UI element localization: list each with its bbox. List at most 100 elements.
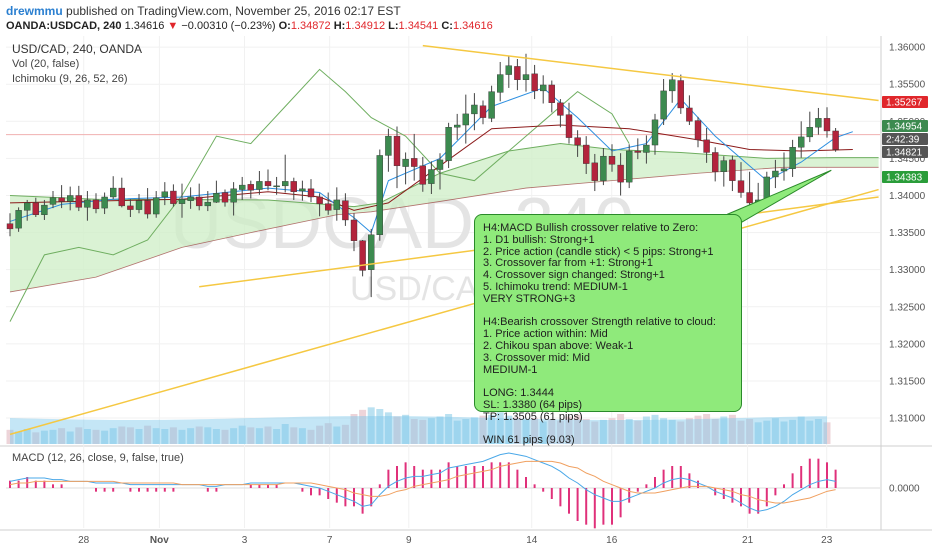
- candle-body: [557, 102, 564, 116]
- candle-body: [187, 196, 194, 201]
- candle-body: [247, 184, 255, 191]
- candle-body: [109, 187, 117, 198]
- candle-body: [832, 130, 839, 150]
- y-tick-label: 1.36000: [889, 43, 926, 54]
- volume-bar: [187, 428, 195, 444]
- y-tick-label: 1.35500: [889, 80, 926, 91]
- candle-body: [24, 202, 31, 211]
- volume-bar: [591, 421, 599, 444]
- volume-bar: [470, 417, 478, 444]
- volume-bar: [6, 429, 14, 444]
- volume-bar: [703, 414, 711, 444]
- open-value: 1.34872: [290, 20, 331, 32]
- legend-volume[interactable]: Vol (20, false): [12, 58, 80, 70]
- volume-bar: [298, 428, 306, 444]
- y-tick-label: 1.32500: [889, 302, 926, 313]
- author-link[interactable]: drewmmu: [6, 4, 63, 18]
- candle-body: [333, 199, 340, 210]
- volume-bar: [505, 415, 513, 444]
- volume-bar: [462, 419, 470, 444]
- analysis-note[interactable]: H4:MACD Bullish crossover relative to Ze…: [474, 214, 742, 446]
- candle-body: [49, 197, 57, 205]
- volume-bar: [376, 409, 384, 444]
- volume-bar: [556, 420, 564, 444]
- candle-body: [359, 240, 366, 271]
- candle-body: [712, 152, 719, 172]
- candle-body: [264, 181, 272, 187]
- symbol-label: OANDA:USDCAD, 240: [6, 20, 122, 32]
- candle-body: [15, 210, 22, 229]
- candle-body: [583, 144, 590, 164]
- volume-bar: [212, 429, 220, 444]
- volume-bar: [419, 419, 427, 444]
- volume-bar: [281, 424, 289, 444]
- indicator-legend: USD/CAD, 240, OANDA Vol (20, false) Ichi…: [12, 42, 142, 87]
- candle-body: [273, 185, 280, 188]
- candle-body: [806, 127, 813, 138]
- volume-bar: [651, 414, 659, 444]
- x-tick-label: 3: [242, 535, 248, 546]
- candle-body: [368, 234, 375, 270]
- volume-bar: [126, 427, 134, 444]
- price-change: −0.00310 (−0.23%): [181, 20, 276, 32]
- note-line: 1. Price action within: Mid: [483, 328, 608, 341]
- note-line: LONG: 1.3444: [483, 387, 554, 400]
- candle-body: [445, 127, 452, 161]
- candle-body: [170, 190, 177, 204]
- legend-symbol[interactable]: USD/CAD, 240, OANDA: [12, 42, 143, 56]
- volume-bar: [316, 425, 324, 444]
- candle-body: [428, 169, 435, 184]
- candle-body: [6, 223, 14, 230]
- volume-bar: [402, 414, 410, 444]
- low-label: L:: [388, 20, 399, 32]
- candle-body: [694, 120, 702, 141]
- y-tick-label: 1.34000: [889, 191, 926, 202]
- volume-bar: [49, 429, 57, 444]
- close-value: 1.34616: [452, 20, 493, 32]
- volume-bar: [58, 428, 66, 444]
- candle-body: [780, 168, 788, 172]
- candle-body: [497, 74, 504, 93]
- volume-bar: [247, 427, 255, 444]
- volume-bar: [582, 419, 590, 444]
- y-tick-label: 1.31500: [889, 376, 926, 387]
- volume-bar: [642, 416, 650, 444]
- volume-bar: [565, 416, 573, 444]
- candle-body: [316, 196, 323, 204]
- volume-bar: [367, 407, 375, 444]
- legend-ichimoku[interactable]: Ichimoku (9, 26, 52, 26): [12, 73, 128, 85]
- volume-bar: [625, 419, 633, 444]
- x-tick-label: 16: [606, 535, 618, 546]
- volume-bar: [513, 417, 521, 444]
- y-tick-label: 1.31000: [889, 414, 926, 425]
- volume-bar: [574, 414, 582, 444]
- volume-bar: [789, 419, 797, 444]
- volume-bar: [307, 429, 315, 444]
- volume-bar: [92, 429, 100, 444]
- volume-ma-area: [10, 416, 827, 444]
- x-tick-label: 21: [742, 535, 754, 546]
- open-label: O:: [278, 20, 291, 32]
- volume-bar: [178, 429, 186, 444]
- published-text: published on TradingView.com, November 2…: [66, 4, 401, 18]
- x-tick-label: 28: [78, 535, 90, 546]
- price-tag: [882, 146, 928, 158]
- volume-bar: [333, 426, 341, 444]
- volume-bar: [238, 425, 246, 444]
- candle-body: [488, 91, 495, 119]
- volume-bar: [453, 420, 461, 444]
- volume-bar: [109, 428, 117, 444]
- volume-bar: [144, 425, 152, 444]
- candle-body: [178, 198, 186, 204]
- volume-bar: [797, 416, 805, 444]
- candle-body: [505, 65, 512, 75]
- y-tick-label: 1.33000: [889, 265, 926, 276]
- candle-body: [127, 205, 134, 210]
- legend-macd[interactable]: MACD (12, 26, close, 9, false, true): [12, 452, 184, 464]
- volume-bar: [118, 426, 126, 444]
- volume-bar: [548, 419, 556, 444]
- price-tag-label: 1.34821: [886, 148, 923, 159]
- volume-bar: [660, 418, 668, 444]
- volume-bar: [393, 416, 401, 444]
- note-line: 3. Crossover mid: Mid: [483, 351, 590, 364]
